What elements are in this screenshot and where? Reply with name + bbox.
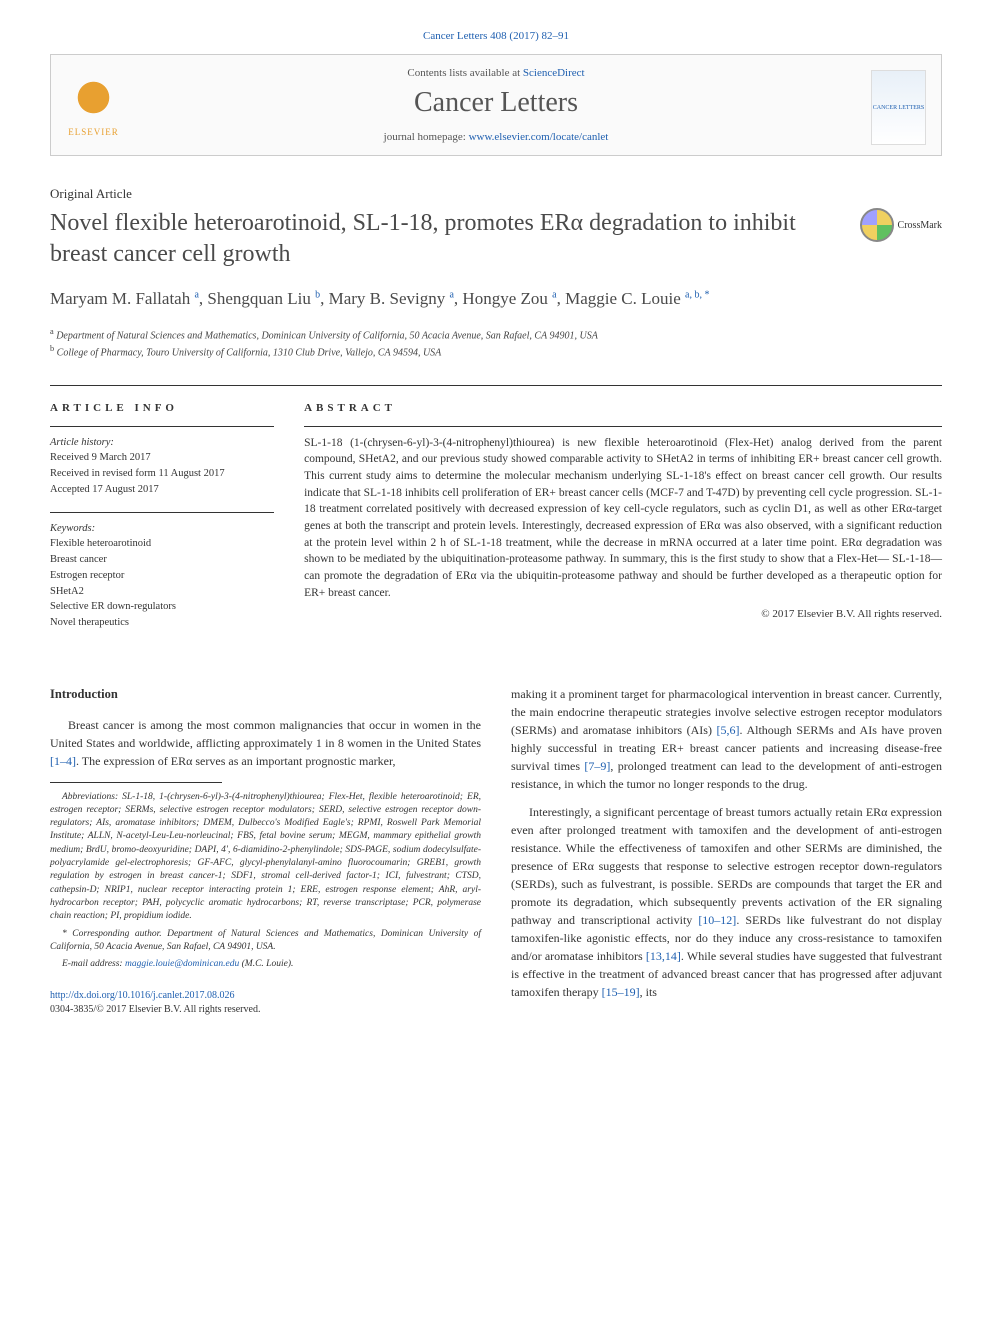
ref-link[interactable]: [13,14] [646, 949, 681, 963]
contents-available-line: Contents lists available at ScienceDirec… [131, 67, 861, 79]
keyword-item: Flexible heteroarotinoid [50, 536, 274, 552]
journal-header: ELSEVIER CANCER LETTERS Contents lists a… [50, 54, 942, 156]
keyword-item: SHetA2 [50, 584, 274, 600]
keywords-block: Keywords: Flexible heteroarotinoidBreast… [50, 512, 274, 631]
abstract-section: ABSTRACT SL-1-18 (1-(chrysen-6-yl)-3-(4-… [304, 402, 942, 645]
footer-meta: http://dx.doi.org/10.1016/j.canlet.2017.… [50, 989, 481, 1017]
intro-paragraph-1: Breast cancer is among the most common m… [50, 716, 481, 770]
author-list: Maryam M. Fallatah a, Shengquan Liu b, M… [50, 286, 942, 312]
keyword-item: Selective ER down-regulators [50, 599, 274, 615]
ref-link[interactable]: [1–4] [50, 754, 76, 768]
journal-name: Cancer Letters [131, 87, 861, 119]
crossmark-badge[interactable]: CrossMark [860, 208, 942, 242]
article-info-sidebar: ARTICLE INFO Article history: Received 9… [50, 402, 274, 645]
left-column: Introduction Breast cancer is among the … [50, 685, 481, 1018]
right-column: making it a prominent target for pharmac… [511, 685, 942, 1018]
keyword-item: Breast cancer [50, 552, 274, 568]
doi-link[interactable]: http://dx.doi.org/10.1016/j.canlet.2017.… [50, 990, 235, 1001]
article-info-heading: ARTICLE INFO [50, 402, 274, 414]
footnotes-block: Abbreviations: SL-1-18, 1-(chrysen-6-yl)… [50, 791, 481, 972]
homepage-line: journal homepage: www.elsevier.com/locat… [131, 131, 861, 143]
elsevier-logo: ELSEVIER [66, 70, 121, 145]
keyword-item: Novel therapeutics [50, 615, 274, 631]
crossmark-icon [860, 208, 894, 242]
article-history: Article history: Received 9 March 2017 R… [50, 426, 274, 498]
abstract-heading: ABSTRACT [304, 402, 942, 414]
ref-link[interactable]: [5,6] [717, 723, 740, 737]
ref-link[interactable]: [15–19] [602, 985, 640, 999]
abstract-text: SL-1-18 (1-(chrysen-6-yl)-3-(4-nitrophen… [304, 426, 942, 624]
ref-link[interactable]: [7–9] [584, 759, 610, 773]
sciencedirect-link[interactable]: ScienceDirect [523, 67, 585, 79]
body-two-column: Introduction Breast cancer is among the … [50, 685, 942, 1018]
affiliations: a Department of Natural Sciences and Mat… [50, 326, 942, 361]
keyword-item: Estrogen receptor [50, 568, 274, 584]
corr-email-link[interactable]: maggie.louie@dominican.edu [125, 959, 239, 969]
citation-line: Cancer Letters 408 (2017) 82–91 [50, 30, 942, 42]
journal-cover-thumb: CANCER LETTERS [871, 70, 926, 145]
article-type: Original Article [50, 186, 942, 202]
article-title: Novel flexible heteroarotinoid, SL-1-18,… [50, 208, 840, 270]
intro-heading: Introduction [50, 685, 481, 704]
abstract-copyright: © 2017 Elsevier B.V. All rights reserved… [304, 607, 942, 623]
homepage-link[interactable]: www.elsevier.com/locate/canlet [469, 131, 609, 143]
footnote-divider [50, 782, 222, 783]
intro-paragraph-cont: making it a prominent target for pharmac… [511, 685, 942, 793]
ref-link[interactable]: [10–12] [698, 913, 736, 927]
intro-paragraph-2: Interestingly, a significant percentage … [511, 803, 942, 1001]
